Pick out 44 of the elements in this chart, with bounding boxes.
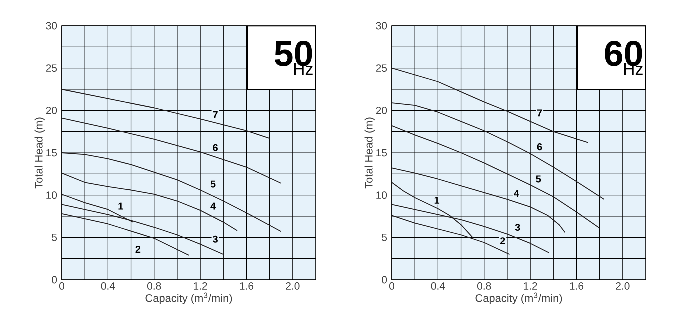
y-tick-label: 10 (46, 192, 58, 200)
y-tick-label: 20 (376, 106, 388, 114)
y-tick-label: 5 (382, 234, 388, 242)
annotation: 1 (118, 202, 124, 210)
annotation: 7 (213, 111, 218, 118)
y-tick-label: 0 (52, 276, 58, 284)
annotation: 1 (434, 196, 440, 204)
annotation: 4 (514, 190, 520, 198)
x-tick-label: 1.2 (194, 282, 208, 290)
y-tick-label: 25 (46, 64, 58, 72)
y-tick-label: 25 (376, 64, 388, 72)
annotation: 2 (500, 238, 506, 245)
x-axis-title: Capacity (m$^{3}$/min) (146, 292, 232, 304)
x-tick-label: 0 (60, 282, 64, 290)
x-tick-label: 0.4 (431, 282, 446, 290)
y-tick-label: 15 (376, 149, 388, 157)
x-tick-label: 1.6 (240, 282, 254, 290)
y-tick-label: 5 (52, 234, 58, 242)
x-tick-label: 0.8 (478, 282, 492, 290)
annotation: 5 (210, 180, 216, 188)
x-tick-label: 1.6 (570, 282, 584, 290)
y-tick-label: 0 (382, 276, 388, 284)
x-tick-label: 0.8 (148, 282, 162, 290)
x-tick-label: 2.0 (616, 282, 630, 290)
annotation: 7 (537, 110, 542, 117)
annotation: 4 (210, 202, 216, 210)
x-tick-label: 2.0 (286, 282, 300, 290)
annotation: 6 (537, 144, 542, 151)
annotation: 2 (136, 246, 141, 253)
y-axis-title: Total Head (m) (364, 118, 375, 189)
x-tick-label: 0 (390, 282, 394, 290)
y-tick-label: 15 (46, 149, 58, 157)
annotation: 3 (213, 236, 218, 243)
y-tick-label: 30 (376, 22, 388, 30)
x-tick-label: 1.2 (524, 282, 538, 290)
annotation: 5 (536, 176, 542, 183)
y-axis-title: Total Head (m) (34, 118, 45, 189)
y-tick-label: 30 (46, 22, 58, 30)
x-axis-title: Capacity (m$^{3}$/min) (476, 292, 562, 304)
y-tick-label: 20 (46, 106, 58, 114)
y-tick-label: 10 (376, 192, 388, 200)
annotation: 6 (213, 144, 218, 152)
annotation: 3 (515, 224, 520, 232)
x-tick-label: 0.4 (101, 282, 116, 290)
